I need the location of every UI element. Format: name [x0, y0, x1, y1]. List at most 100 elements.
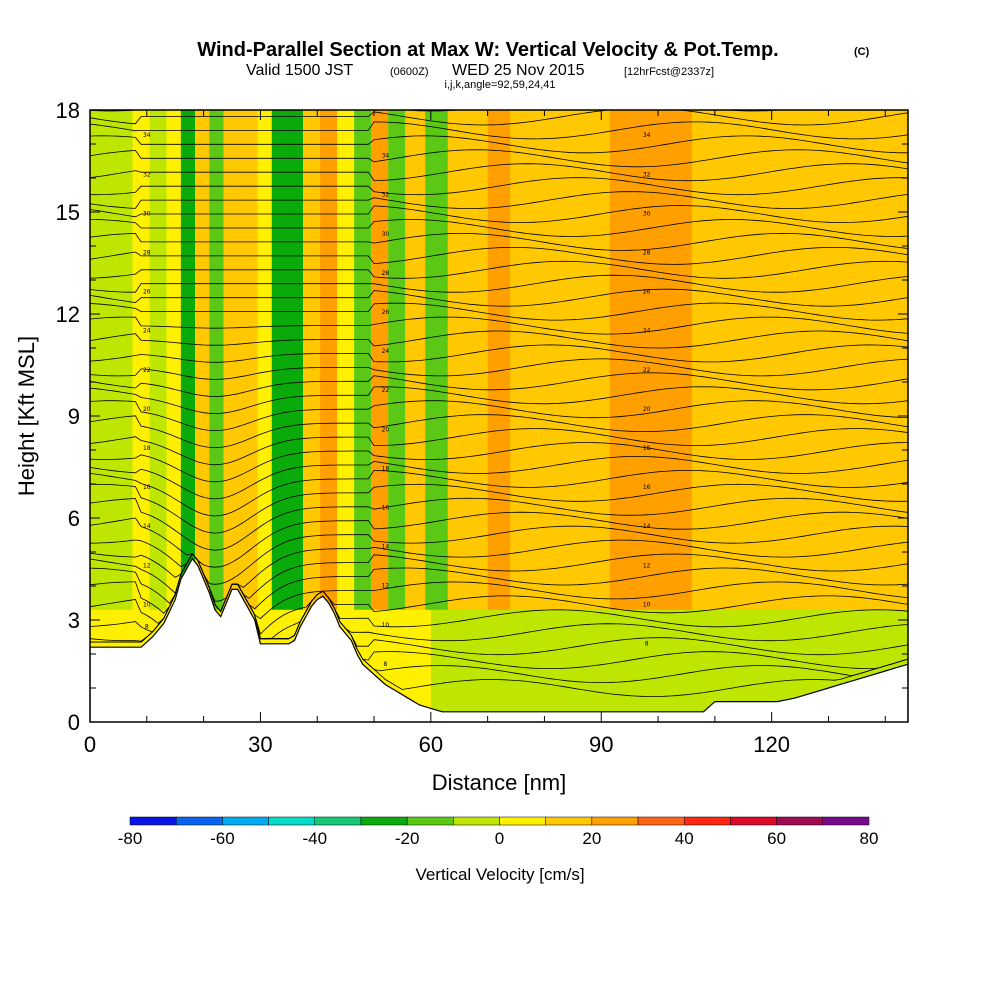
- theta-label: 16: [382, 505, 390, 512]
- theta-contour: [90, 163, 908, 182]
- y-tick-label: 18: [56, 98, 80, 123]
- valid-prefix: Valid 1500 JST: [246, 62, 354, 79]
- theta-label: 8: [645, 641, 649, 648]
- theta-label: 24: [382, 348, 390, 355]
- theta-contour: [90, 470, 908, 517]
- colorbar-swatch: [129, 816, 177, 826]
- colorbar-swatch: [545, 816, 593, 826]
- theta-label: 26: [643, 289, 651, 296]
- section-params: i,j,k,angle=92,59,24,41: [444, 79, 555, 91]
- x-tick-label: 120: [753, 732, 790, 757]
- theta-label: 24: [143, 328, 151, 335]
- theta-label: 8: [383, 661, 387, 668]
- theta-contour: [90, 483, 908, 534]
- theta-label: 20: [143, 406, 151, 413]
- theta-contour: [90, 539, 908, 602]
- theta-contour: [90, 232, 908, 251]
- theta-label: 34: [382, 153, 390, 160]
- theta-label: 26: [143, 289, 151, 296]
- y-tick-label: 12: [56, 302, 80, 327]
- w-column: [510, 110, 539, 614]
- theta-contour: [90, 428, 908, 466]
- colorbar-swatch: [314, 816, 362, 826]
- plot-area: 34 34 34 32 32 32 30 30 30 28 28 28 26 26 26 24 24 24 22 22…: [90, 110, 908, 722]
- theta-label: 10: [643, 601, 651, 608]
- w-column: [303, 110, 321, 614]
- w-column: [354, 110, 372, 614]
- colorbar-swatch: [453, 816, 500, 826]
- theta-contour: [90, 316, 908, 335]
- theta-label: 16: [643, 484, 651, 491]
- theta-label: 28: [143, 250, 151, 257]
- theta-contour: [90, 288, 908, 307]
- w-column: [572, 110, 610, 614]
- w-column: [828, 110, 872, 614]
- chart-title: Wind-Parallel Section at Max W: Vertical…: [197, 39, 778, 61]
- x-axis-label: Distance [nm]: [432, 770, 567, 795]
- theta-contour: [90, 442, 908, 483]
- w-column: [257, 110, 272, 614]
- theta-label: 34: [643, 132, 651, 139]
- w-column: [320, 110, 338, 614]
- colorbar-tick-label: -20: [395, 829, 420, 848]
- colorbar-tick-label: -40: [302, 829, 327, 848]
- y-tick-label: 0: [68, 710, 80, 735]
- theta-label: 32: [143, 171, 151, 178]
- theta-contour: [90, 344, 908, 363]
- y-tick-label: 3: [68, 608, 80, 633]
- w-column: [737, 110, 784, 614]
- w-column: [209, 110, 224, 614]
- theta-label: 34: [143, 132, 151, 139]
- colorbar-swatch: [730, 816, 777, 826]
- theta-contour: [90, 110, 908, 126]
- theta-contour: [90, 525, 908, 585]
- theta-label: 26: [382, 309, 390, 316]
- theta-label: 10: [382, 622, 390, 629]
- colorbar-swatch: [684, 816, 731, 826]
- theta-label: 28: [382, 270, 390, 277]
- theta-contour: [90, 177, 908, 196]
- colorbar-tick-label: -80: [118, 829, 143, 848]
- theta-label: 20: [382, 426, 390, 433]
- theta-label: 32: [643, 171, 651, 178]
- chart-title-tag: (C): [854, 46, 870, 58]
- forecast-tag: [12hrFcst@2337z]: [624, 66, 714, 78]
- x-axis: 0 30 60 90 120: [84, 110, 886, 757]
- theta-contour: [90, 511, 908, 568]
- theta-label: 18: [143, 445, 151, 452]
- x-tick-label: 90: [589, 732, 613, 757]
- theta-label: 28: [643, 250, 651, 257]
- theta-label: 20: [643, 406, 651, 413]
- y-axis-label: Height [Kft MSL]: [14, 336, 39, 496]
- theta-contour: [90, 274, 908, 293]
- w-column: [115, 110, 133, 614]
- w-column: [132, 110, 150, 614]
- x-tick-label: 0: [84, 732, 96, 757]
- theta-contour: [90, 456, 908, 500]
- theta-label: 14: [382, 544, 390, 551]
- y-tick-label: 9: [68, 404, 80, 429]
- theta-label: 14: [643, 523, 651, 530]
- colorbar: [129, 816, 870, 826]
- valid-date: WED 25 Nov 2015: [452, 62, 585, 79]
- y-tick-label: 15: [56, 200, 80, 225]
- w-column: [783, 110, 829, 614]
- colorbar-label: Vertical Velocity [cm/s]: [415, 865, 584, 884]
- theta-contour: [90, 110, 784, 112]
- colorbar-swatch: [591, 816, 639, 826]
- y-tick-label: 6: [68, 506, 80, 531]
- theta-label: 22: [643, 367, 651, 374]
- w-column: [285, 110, 304, 614]
- theta-label: 18: [382, 465, 390, 472]
- colorbar-tick-label: -60: [210, 829, 235, 848]
- colorbar-ticks: -80 -60 -40 -20 0 20 40 60 80: [118, 829, 879, 848]
- theta-contour: [90, 414, 908, 449]
- w-column: [467, 110, 488, 614]
- colorbar-tick-label: 80: [860, 829, 879, 848]
- theta-label: 30: [143, 210, 151, 217]
- colorbar-tick-label: 60: [767, 829, 786, 848]
- w-column: [337, 110, 355, 614]
- w-column: [180, 110, 196, 614]
- theta-label: 12: [643, 562, 651, 569]
